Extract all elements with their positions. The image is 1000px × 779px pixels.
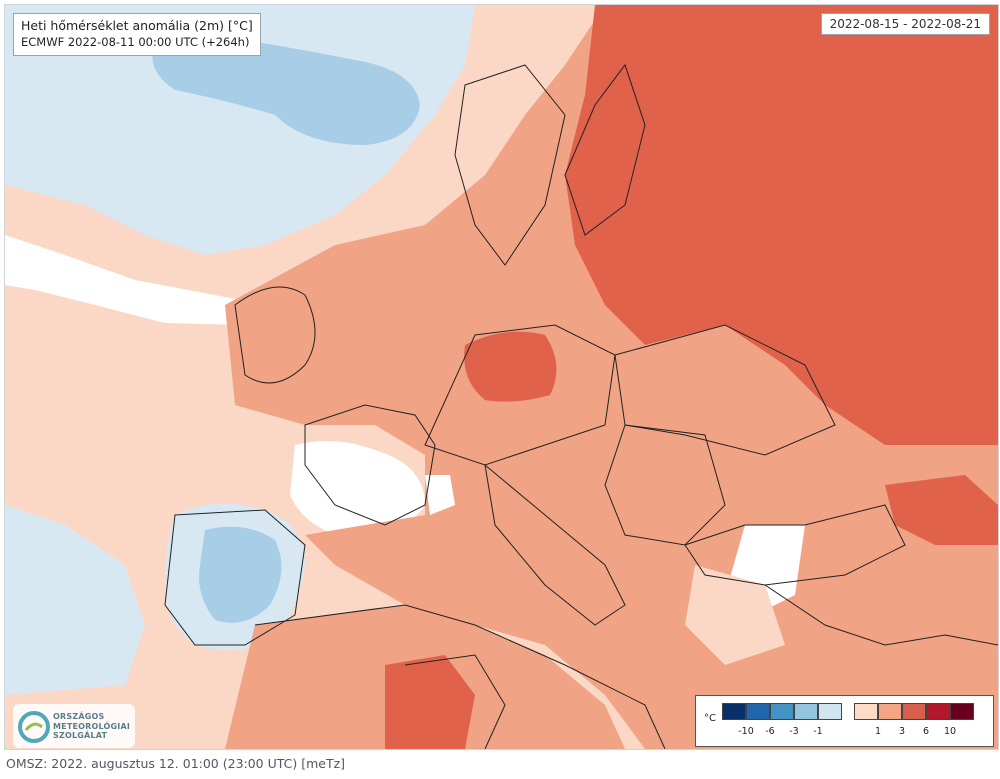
legend-tick-warm: 10 [943, 726, 957, 737]
omsz-logo-text: ORSZÁGOS METEOROLÓGIAI SZOLGÁLAT [53, 712, 130, 741]
legend-swatch-cold [770, 703, 794, 720]
legend-swatch-cold [722, 703, 746, 720]
legend-swatch-cold [818, 703, 842, 720]
legend-tick-cold: -10 [738, 726, 754, 737]
caucasus-hot-spot [885, 475, 998, 545]
country-borders [164, 63, 998, 749]
omsz-logo: ORSZÁGOS METEOROLÓGIAI SZOLGÁLAT [13, 704, 135, 748]
legend-swatch-cold [794, 703, 818, 720]
aegean-warm-light [685, 565, 785, 665]
atlantic-south-cold [5, 505, 145, 695]
map-subtitle: ECMWF 2022-08-11 00:00 UTC (+264h) [21, 35, 250, 49]
logo-line-1: ORSZÁGOS [53, 712, 105, 721]
logo-line-3: SZOLGÁLAT [53, 731, 108, 740]
legend-swatch-warm [878, 703, 902, 720]
legend-swatch-warm [854, 703, 878, 720]
alps-neutral [425, 475, 455, 515]
tunisia-hot-spot [385, 655, 475, 749]
map-period: 2022-08-15 - 2022-08-21 [820, 13, 990, 35]
logo-line-2: METEOROLÓGIAI [53, 721, 131, 731]
color-legend: °C -10 -6 -3 -1 1 3 6 10 [695, 695, 994, 747]
legend-swatch-warm [926, 703, 950, 720]
legend-unit: °C [704, 713, 716, 724]
map-canvas [5, 5, 998, 749]
legend-tick-warm: 1 [874, 726, 882, 737]
map-title: Heti hőmérséklet anomália (2m) [°C] [21, 18, 253, 33]
iberia-cold-core [199, 526, 282, 623]
legend-tick-warm: 6 [922, 726, 930, 737]
omsz-logo-icon [18, 711, 50, 743]
france-neutral-area [290, 441, 425, 540]
germany-hot-spot [464, 331, 557, 402]
legend-swatch-warm [950, 703, 974, 720]
legend-tick-cold: -3 [789, 726, 799, 737]
atlantic-cold-core [152, 33, 420, 145]
legend-tick-warm: 3 [898, 726, 906, 737]
legend-tick-cold: -1 [813, 726, 823, 737]
east-europe-hot-region [565, 5, 998, 445]
legend-tick-cold: -6 [765, 726, 775, 737]
legend-swatch-warm [902, 703, 926, 720]
legend-swatch-cold [746, 703, 770, 720]
atlantic-neutral-band [5, 235, 265, 325]
footer-caption: OMSZ: 2022. augusztus 12. 01:00 (23:00 U… [6, 756, 346, 771]
anomaly-map: Heti hőmérséklet anomália (2m) [°C] ECMW… [4, 4, 999, 750]
map-title-box: Heti hőmérséklet anomália (2m) [°C] ECMW… [13, 13, 261, 56]
